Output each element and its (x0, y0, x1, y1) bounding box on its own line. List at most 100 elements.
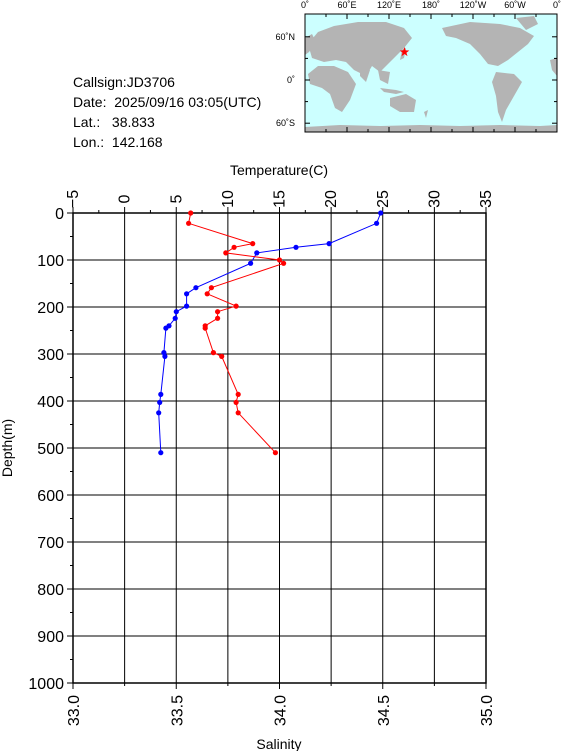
map-lat-label: 60˚S (276, 118, 295, 128)
chart-grid (72, 212, 487, 684)
temperature-point (157, 399, 163, 405)
land-africa (308, 66, 356, 112)
map-lon-label: 0˚ (301, 0, 309, 10)
depth-tick-label: 700 (37, 535, 64, 552)
salinity-point (223, 250, 229, 256)
temperature-point (378, 210, 384, 216)
latitude-text: Lat.: 38.833 (73, 114, 155, 130)
temperature-line (158, 212, 382, 453)
temperature-point (193, 285, 199, 291)
map-latitude-labels: 60˚N 0˚ 60˚S (275, 32, 295, 128)
depth-tick-label: 300 (37, 347, 64, 364)
map-lon-label: 60˚W (504, 0, 526, 10)
salinity-point (272, 450, 278, 456)
axis-ticks (67, 207, 487, 689)
temperature-tick-labels: −5 0 5 10 15 20 25 30 35 (65, 190, 495, 208)
depth-tick-label: 200 (37, 300, 64, 317)
land-australia (390, 94, 416, 112)
callsign-text: Callsign:JD3706 (73, 74, 175, 90)
temperature-point (162, 353, 168, 359)
land-south-america (492, 72, 522, 122)
temperature-tick-label: 20 (323, 190, 340, 208)
depth-tick-label: 900 (37, 629, 64, 646)
temperature-tick-label: −5 (65, 190, 82, 208)
land-indonesia (380, 88, 404, 94)
map-lat-label: 60˚N (275, 32, 295, 42)
depth-tick-label: 800 (37, 582, 64, 599)
temperature-point (158, 450, 164, 456)
land-eurasia (308, 22, 412, 76)
profile-chart: −5 0 5 10 15 20 25 30 35 33.0 33.5 34.0 34.5 35.0 01… (0, 162, 496, 751)
depth-tick-label: 1000 (28, 676, 64, 693)
salinity-point (276, 257, 283, 263)
salinity-point (204, 291, 210, 297)
temperature-point (184, 303, 190, 309)
temperature-point (156, 410, 162, 416)
station-info: Callsign:JD3706 Date: 2025/09/16 03:05(U… (73, 72, 261, 152)
map-lon-label: 0˚ (553, 0, 561, 10)
salinity-point (233, 399, 239, 405)
map-lon-label: 120˚E (377, 0, 401, 10)
temperature-point (326, 241, 332, 247)
station-marker (399, 47, 410, 57)
depth-tick-label: 100 (37, 253, 64, 270)
depth-tick-labels: 0 100 200 300 400 500 600 700 800 900 1000 (28, 206, 64, 693)
temperature-point (374, 220, 380, 226)
temperature-tick-label: 25 (375, 190, 392, 208)
salinity-point (233, 303, 239, 309)
salinity-tick-label: 34.0 (273, 695, 290, 726)
temperature-tick-label: 35 (478, 190, 495, 208)
salinity-axis-label: Salinity (256, 736, 301, 751)
map-ticks (304, 14, 558, 132)
map-lon-label: 60˚E (337, 0, 356, 10)
map-lat-label: 0˚ (287, 75, 295, 85)
temperature-tick-label: 15 (272, 190, 289, 208)
salinity-point (231, 244, 237, 250)
map-lon-label: 180˚ (422, 0, 440, 10)
series-layer (156, 210, 384, 456)
world-map: 0˚ 60˚E 120˚E 180˚ 120˚W 60˚W 0˚ 60˚N 0˚ 60˚S (275, 0, 561, 133)
land-new-zealand (424, 110, 428, 118)
salinity-point (281, 260, 287, 266)
salinity-point (188, 210, 194, 216)
depth-tick-label: 0 (55, 206, 64, 223)
station-star-icon (399, 47, 410, 57)
temperature-point (158, 391, 164, 397)
salinity-point (208, 285, 214, 291)
salinity-point (250, 241, 256, 247)
salinity-point (235, 391, 241, 397)
salinity-tick-label: 33.0 (66, 695, 83, 726)
temperature-point (172, 315, 178, 321)
temperature-point (173, 309, 179, 315)
temperature-point (248, 260, 254, 266)
temperature-tick-label: 0 (117, 194, 134, 203)
temperature-axis-label: Temperature(C) (230, 162, 328, 178)
salinity-tick-label: 35.0 (479, 695, 496, 726)
salinity-tick-labels: 33.0 33.5 34.0 34.5 35.0 (66, 695, 496, 726)
depth-axis-label: Depth(m) (0, 419, 15, 477)
salinity-tick-label: 34.5 (376, 695, 393, 726)
map-lon-label: 120˚W (460, 0, 487, 10)
temperature-tick-label: 30 (426, 190, 443, 208)
temperature-tick-label: 10 (220, 190, 237, 208)
salinity-point (215, 309, 221, 315)
salinity-tick-label: 33.5 (169, 695, 186, 726)
salinity-point (219, 353, 225, 359)
salinity-point (215, 315, 221, 321)
longitude-text: Lon.: 142.168 (73, 134, 163, 150)
depth-tick-label: 600 (37, 488, 64, 505)
land-se-asia (378, 70, 390, 84)
depth-tick-label: 500 (37, 441, 64, 458)
date-text: Date: 2025/09/16 03:05(UTC) (73, 94, 262, 110)
salinity-point (210, 350, 216, 356)
depth-tick-label: 400 (37, 394, 64, 411)
land-greenland (516, 16, 538, 30)
temperature-point (184, 291, 190, 297)
land-africa-wrap (550, 58, 557, 76)
salinity-point (235, 410, 241, 416)
temperature-tick-label: 5 (168, 194, 185, 203)
salinity-point (186, 220, 192, 226)
temperature-point (163, 325, 169, 331)
map-longitude-labels: 0˚ 60˚E 120˚E 180˚ 120˚W 60˚W 0˚ (301, 0, 561, 10)
